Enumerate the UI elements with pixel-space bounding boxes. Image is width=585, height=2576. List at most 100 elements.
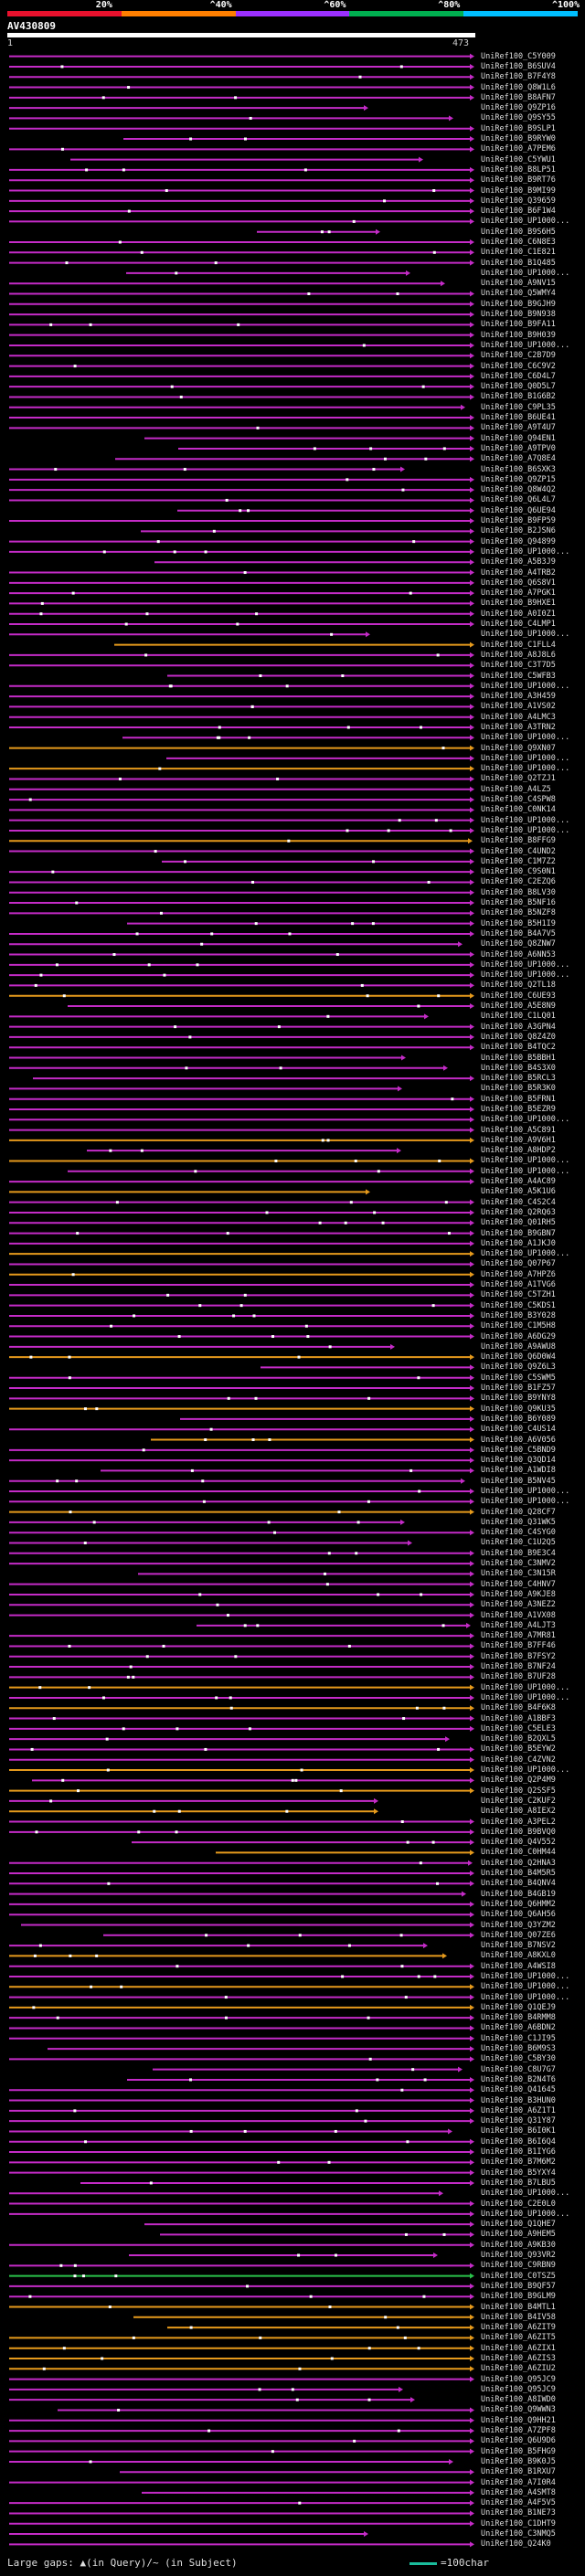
hit-label[interactable]: UniRef100_A4WSI8 xyxy=(481,1961,556,1971)
hit-label[interactable]: UniRef100_UP1000... xyxy=(481,1992,570,2002)
hit-label[interactable]: UniRef100_Q3YZM2 xyxy=(481,1920,556,1930)
hit-label[interactable]: UniRef100_C5ELE3 xyxy=(481,1723,556,1733)
hit-label[interactable]: UniRef100_UP1000... xyxy=(481,1156,570,1166)
hit-label[interactable]: UniRef100_A4F5V5 xyxy=(481,2498,556,2508)
hit-label[interactable]: UniRef100_B5EYW2 xyxy=(481,1744,556,1754)
hit-label[interactable]: UniRef100_UP1000... xyxy=(481,1692,570,1702)
hit-label[interactable]: UniRef100_B6M9S3 xyxy=(481,2044,556,2054)
hit-label[interactable]: UniRef100_A8HDP2 xyxy=(481,1146,556,1156)
hit-label[interactable]: UniRef100_Q1QEJ9 xyxy=(481,2002,556,2012)
hit-label[interactable]: UniRef100_C5BND9 xyxy=(481,1445,556,1455)
hit-label[interactable]: UniRef100_B3HUN0 xyxy=(481,2095,556,2105)
hit-label[interactable]: UniRef100_B5H1I9 xyxy=(481,918,556,928)
hit-label[interactable]: UniRef100_Q31Y87 xyxy=(481,2116,556,2126)
hit-label[interactable]: UniRef100_A7ZPF8 xyxy=(481,2426,556,2436)
hit-label[interactable]: UniRef100_Q9Z6L3 xyxy=(481,1362,556,1373)
hit-label[interactable]: UniRef100_B2JSN6 xyxy=(481,526,556,536)
hit-label[interactable]: UniRef100_A6ZIS3 xyxy=(481,2353,556,2363)
hit-label[interactable]: UniRef100_B9GJH9 xyxy=(481,299,556,309)
hit-label[interactable]: UniRef100_B9H039 xyxy=(481,330,556,340)
hit-label[interactable]: UniRef100_B6I6Q4 xyxy=(481,2136,556,2147)
hit-label[interactable]: UniRef100_UP1000... xyxy=(481,1115,570,1125)
hit-label[interactable]: UniRef100_C1M7Z2 xyxy=(481,856,556,866)
hit-label[interactable]: UniRef100_B8LP51 xyxy=(481,164,556,175)
hit-label[interactable]: UniRef100_C4SPW8 xyxy=(481,795,556,805)
hit-label[interactable]: UniRef100_A8KXL0 xyxy=(481,1951,556,1961)
hit-label[interactable]: UniRef100_UP1000... xyxy=(481,2189,570,2199)
hit-label[interactable]: UniRef100_B4F6K8 xyxy=(481,1703,556,1713)
hit-label[interactable]: UniRef100_Q6S8V1 xyxy=(481,578,556,588)
hit-label[interactable]: UniRef100_UP1000... xyxy=(481,1982,570,1992)
hit-label[interactable]: UniRef100_C1U2Q5 xyxy=(481,1538,556,1548)
hit-label[interactable]: UniRef100_A6NN53 xyxy=(481,949,556,959)
hit-label[interactable]: UniRef100_Q6HMM2 xyxy=(481,1899,556,1909)
hit-label[interactable]: UniRef100_UP1000... xyxy=(481,630,570,640)
hit-label[interactable]: UniRef100_A7MR81 xyxy=(481,1631,556,1641)
hit-label[interactable]: UniRef100_A1WDI8 xyxy=(481,1466,556,1476)
hit-label[interactable]: UniRef100_B9SLP1 xyxy=(481,123,556,133)
hit-label[interactable]: UniRef100_B8LV30 xyxy=(481,887,556,897)
hit-label[interactable]: UniRef100_A9HEM5 xyxy=(481,2230,556,2240)
hit-label[interactable]: UniRef100_UP1000... xyxy=(481,733,570,743)
hit-label[interactable]: UniRef100_C1LQ01 xyxy=(481,1012,556,1022)
hit-label[interactable]: UniRef100_Q8W1L6 xyxy=(481,82,556,92)
hit-label[interactable]: UniRef100_UP1000... xyxy=(481,2209,570,2219)
hit-label[interactable]: UniRef100_Q8W4Q2 xyxy=(481,485,556,495)
hit-label[interactable]: UniRef100_A8IWD0 xyxy=(481,2395,556,2405)
hit-label[interactable]: UniRef100_B8FFG9 xyxy=(481,836,556,846)
hit-label[interactable]: UniRef100_A1BBF3 xyxy=(481,1713,556,1723)
hit-label[interactable]: UniRef100_UP1000... xyxy=(481,217,570,227)
hit-label[interactable]: UniRef100_B3Y028 xyxy=(481,1310,556,1320)
hit-label[interactable]: UniRef100_B5FRN1 xyxy=(481,1094,556,1104)
hit-label[interactable]: UniRef100_Q94899 xyxy=(481,536,556,546)
hit-label[interactable]: UniRef100_B5R3K0 xyxy=(481,1084,556,1094)
hit-label[interactable]: UniRef100_C4S2C4 xyxy=(481,1197,556,1207)
hit-label[interactable]: UniRef100_Q6AH56 xyxy=(481,1910,556,1920)
hit-label[interactable]: UniRef100_B7FF46 xyxy=(481,1641,556,1651)
hit-label[interactable]: UniRef100_Q2TZJ1 xyxy=(481,774,556,784)
hit-label[interactable]: UniRef100_UP1000... xyxy=(481,546,570,557)
hit-label[interactable]: UniRef100_B9QF57 xyxy=(481,2281,556,2291)
hit-label[interactable]: UniRef100_Q6U9D6 xyxy=(481,2436,556,2446)
hit-label[interactable]: UniRef100_B6SXK3 xyxy=(481,464,556,474)
hit-label[interactable]: UniRef100_UP1000... xyxy=(481,1487,570,1496)
hit-label[interactable]: UniRef100_UP1000... xyxy=(481,764,570,774)
hit-label[interactable]: UniRef100_B9MI99 xyxy=(481,186,556,196)
hit-label[interactable]: UniRef100_A1TVG6 xyxy=(481,1280,556,1290)
hit-label[interactable]: UniRef100_UP1000... xyxy=(481,970,570,981)
hit-label[interactable]: UniRef100_A1VX08 xyxy=(481,1610,556,1620)
hit-label[interactable]: UniRef100_A3TRN2 xyxy=(481,722,556,732)
hit-label[interactable]: UniRef100_B5NZF8 xyxy=(481,908,556,918)
hit-label[interactable]: UniRef100_Q31WK5 xyxy=(481,1517,556,1527)
hit-label[interactable]: UniRef100_Q01RH5 xyxy=(481,1218,556,1228)
hit-label[interactable]: UniRef100_B7NSV2 xyxy=(481,1941,556,1951)
hit-label[interactable]: UniRef100_A9KJE8 xyxy=(481,1589,556,1599)
hit-label[interactable]: UniRef100_UP1000... xyxy=(481,268,570,278)
hit-label[interactable]: UniRef100_B1Q485 xyxy=(481,258,556,268)
hit-label[interactable]: UniRef100_A4SMT8 xyxy=(481,2487,556,2497)
hit-label[interactable]: UniRef100_C4SYG0 xyxy=(481,1528,556,1538)
hit-label[interactable]: UniRef100_Q9HH21 xyxy=(481,2415,556,2425)
hit-label[interactable]: UniRef100_Q3QD14 xyxy=(481,1456,556,1466)
hit-label[interactable]: UniRef100_B4A7V5 xyxy=(481,928,556,938)
hit-label[interactable]: UniRef100_B7M6M2 xyxy=(481,2157,556,2168)
hit-label[interactable]: UniRef100_B5YXY4 xyxy=(481,2168,556,2178)
hit-label[interactable]: UniRef100_A7PGK1 xyxy=(481,588,556,599)
hit-label[interactable]: UniRef100_C5BY30 xyxy=(481,2054,556,2064)
hit-label[interactable]: UniRef100_B9GBN7 xyxy=(481,1228,556,1238)
hit-label[interactable]: UniRef100_C5Y009 xyxy=(481,51,556,61)
hit-label[interactable]: UniRef100_Q41645 xyxy=(481,2085,556,2095)
hit-label[interactable]: UniRef100_A0I0Z1 xyxy=(481,609,556,619)
hit-label[interactable]: UniRef100_C5YWU1 xyxy=(481,154,556,164)
hit-label[interactable]: UniRef100_B8AFN7 xyxy=(481,92,556,102)
hit-label[interactable]: UniRef100_A6ZIX1 xyxy=(481,2343,556,2353)
hit-label[interactable]: UniRef100_C1M5H8 xyxy=(481,1321,556,1331)
hit-label[interactable]: UniRef100_B9RYW0 xyxy=(481,134,556,144)
hit-label[interactable]: UniRef100_A7HPZ6 xyxy=(481,1269,556,1279)
hit-label[interactable]: UniRef100_C3T7D5 xyxy=(481,661,556,671)
hit-label[interactable]: UniRef100_A5E8N9 xyxy=(481,1002,556,1012)
hit-label[interactable]: UniRef100_C5SWM5 xyxy=(481,1373,556,1383)
hit-label[interactable]: UniRef100_A5C891 xyxy=(481,1125,556,1135)
hit-label[interactable]: UniRef100_A4TRB2 xyxy=(481,567,556,578)
hit-label[interactable]: UniRef100_C6D4L7 xyxy=(481,371,556,381)
